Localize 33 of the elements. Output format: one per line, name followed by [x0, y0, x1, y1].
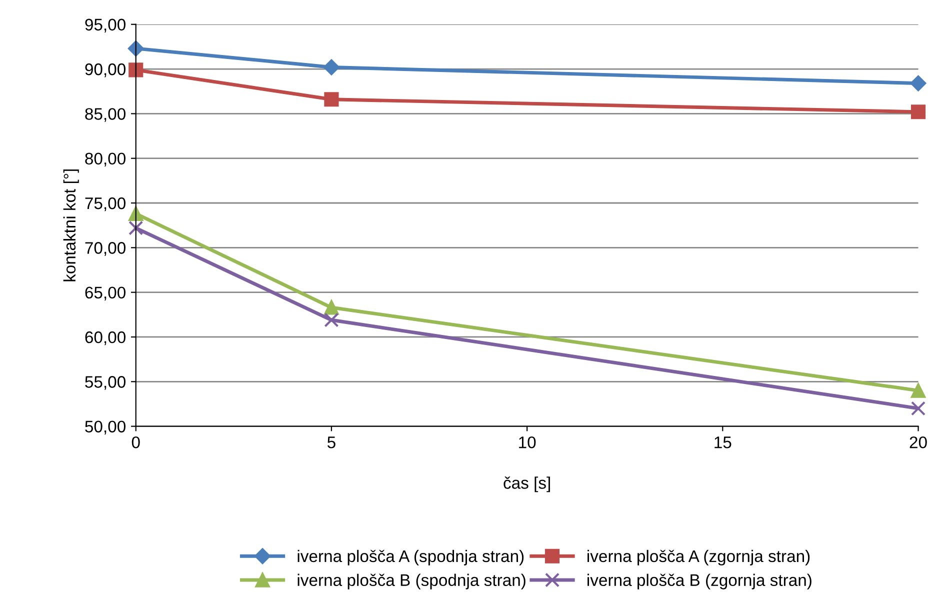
- legend-label: iverna plošča B (zgornja stran): [588, 574, 812, 590]
- legend-label: iverna plošča A (zgornja stran): [588, 550, 810, 566]
- y-tick-label: 85,00: [85, 108, 126, 122]
- point: [910, 383, 926, 398]
- x-tick-label: 20: [910, 436, 927, 448]
- point: [128, 62, 144, 78]
- y-tick-label: 80,00: [85, 152, 126, 167]
- x-tick-label: 10: [519, 436, 536, 448]
- point: [128, 206, 144, 222]
- y-tick-label: 65,00: [85, 286, 126, 300]
- y-tick-label: 90,00: [85, 63, 126, 78]
- point: [910, 75, 926, 92]
- y-tick-label: 55,00: [85, 376, 126, 390]
- point: [128, 220, 144, 236]
- x-tick-label: 0: [132, 436, 140, 448]
- point: [910, 401, 926, 416]
- y-tick-label: 95,00: [85, 18, 126, 33]
- point: [324, 92, 339, 107]
- point: [910, 104, 926, 120]
- y-tick-label: 75,00: [85, 197, 126, 212]
- x-tick-label: 5: [327, 436, 336, 448]
- y-axis-title: kontaktni kot [°]: [63, 169, 79, 282]
- y-tick-label: 60,00: [85, 331, 126, 346]
- x-tick-label: 15: [714, 436, 732, 448]
- y-tick-label: 50,00: [85, 420, 126, 434]
- y-tick-label: 70,00: [85, 242, 126, 256]
- point: [324, 312, 339, 328]
- point: [324, 300, 339, 315]
- legend-label: iverna plošča A (spodnja stran): [298, 550, 524, 566]
- legend-label: iverna plošča B (spodnja stran): [298, 574, 526, 590]
- point: [324, 59, 340, 76]
- x-axis-title: čas [s]: [504, 476, 550, 492]
- point: [128, 40, 144, 56]
